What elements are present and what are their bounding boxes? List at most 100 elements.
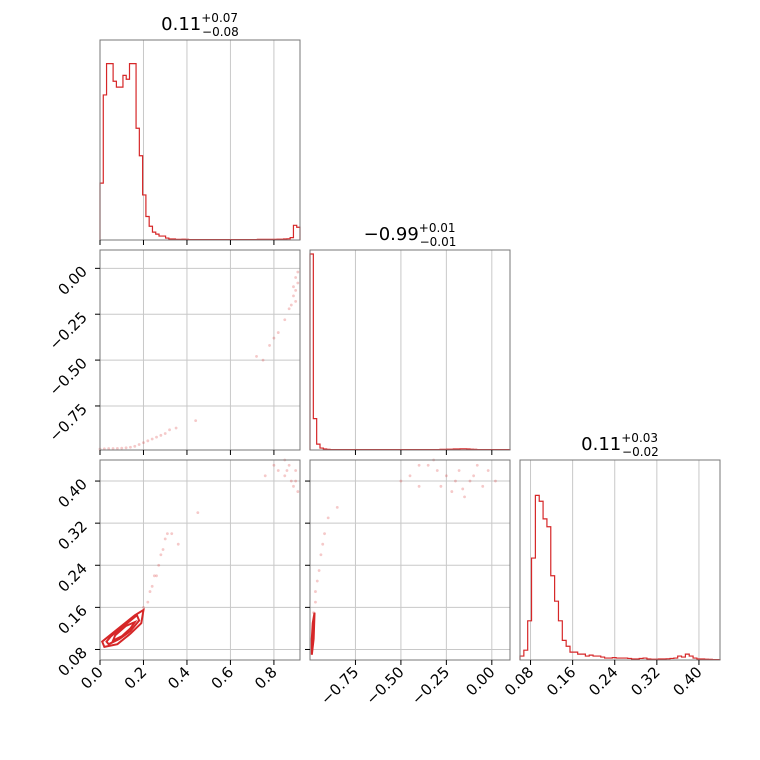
p1-p3-ytick-label: 0.24 bbox=[54, 559, 90, 595]
p1-p2-sample-point bbox=[102, 447, 106, 451]
p2-p3-sample-point bbox=[326, 516, 330, 520]
hist-3-title: 0.11+0.03 −0.02 bbox=[581, 431, 659, 459]
p1-p3-sample-point bbox=[155, 574, 158, 578]
p1-p3-sample-point bbox=[287, 463, 291, 467]
p2-p3-sample-point bbox=[486, 469, 490, 472]
p1-p2-sample-point bbox=[261, 358, 265, 362]
hist-1-title-value: 0.11 bbox=[161, 14, 201, 35]
p1-p3-sample-point bbox=[176, 542, 180, 546]
p1-p3-contour bbox=[111, 619, 138, 643]
p1-p3-xtick-label: 0.6 bbox=[208, 663, 238, 693]
hist-3-title-value: 0.11 bbox=[581, 434, 621, 455]
p2-p3-sample-point bbox=[435, 469, 439, 472]
p1-p3-xtick-label: 0.8 bbox=[251, 663, 281, 693]
p2-p3-sample-point bbox=[317, 569, 321, 572]
p1-p3-sample-point bbox=[283, 474, 287, 478]
p2-p3-xtick-label: 0.00 bbox=[462, 663, 498, 699]
p1-p2-sample-point bbox=[294, 276, 298, 279]
p1-p2-sample-point bbox=[268, 344, 271, 347]
p1-p3-sample-point bbox=[148, 590, 152, 593]
p1-p3-sample-point bbox=[159, 553, 163, 557]
p1-p2-sample-point bbox=[111, 447, 115, 450]
p2-p3-sample-point bbox=[335, 505, 339, 509]
p1-p3-sample-point bbox=[276, 469, 280, 472]
hist-3-title-minus: −0.02 bbox=[622, 445, 659, 459]
hist-2-title: −0.99+0.01 −0.01 bbox=[364, 221, 457, 249]
p1-p2-sample-point bbox=[289, 303, 293, 307]
hist-3-xtick-label: 0.24 bbox=[585, 663, 621, 699]
p2-p3-sample-point bbox=[417, 463, 421, 467]
p2-p3-sample-point bbox=[444, 474, 448, 478]
p1-p3-sample-point bbox=[289, 479, 293, 483]
p1-p2-sample-point bbox=[142, 441, 145, 445]
hist-1-frame bbox=[99, 39, 301, 241]
p2-p3-sample-point bbox=[321, 542, 325, 546]
p1-p2-sample-point bbox=[292, 285, 295, 289]
p1-p3-sample-point bbox=[263, 474, 267, 478]
p2-p3-sample-point bbox=[472, 474, 476, 478]
p1-p2-sample-point bbox=[124, 446, 128, 450]
p1-p3-sample-point bbox=[272, 463, 276, 467]
p1-p2-sample-point bbox=[155, 435, 158, 439]
p1-p2-frame bbox=[99, 249, 301, 451]
p1-p3-sample-point bbox=[163, 537, 167, 541]
p2-p3-sample-point bbox=[454, 479, 457, 483]
p2-p3-sample-point bbox=[457, 469, 461, 472]
p2-p3-sample-point bbox=[426, 463, 430, 467]
p1-p3-sample-point bbox=[170, 532, 174, 536]
p1-p3-sample-point bbox=[296, 490, 300, 493]
p1-p2-ytick-label: −0.25 bbox=[46, 308, 91, 353]
p1-p2-ytick-label: −0.75 bbox=[46, 400, 91, 445]
p2-p3-sample-point bbox=[408, 474, 412, 478]
p1-p2-sample-point bbox=[296, 281, 300, 285]
p1-p2-ytick-label: −0.50 bbox=[46, 354, 91, 399]
p1-p3-contour bbox=[100, 608, 145, 648]
p1-p3-sample-point bbox=[142, 605, 145, 609]
p2-p3-sample-point bbox=[463, 495, 466, 499]
p1-p3-xtick-label: 0.0 bbox=[77, 663, 107, 693]
p1-p2-sample-point bbox=[294, 299, 298, 303]
p1-p3-sample-point bbox=[292, 484, 295, 488]
p1-p3-sample-point bbox=[165, 532, 169, 536]
p2-p3-sample-point bbox=[319, 553, 323, 557]
p1-p3-ytick-label: 0.32 bbox=[54, 517, 90, 553]
p1-p2-sample-point bbox=[294, 288, 298, 292]
p2-p3-sample-point bbox=[494, 479, 497, 483]
p1-p2-sample-point bbox=[168, 428, 171, 432]
p1-p2-sample-point bbox=[174, 426, 178, 430]
p1-p2-sample-point bbox=[150, 437, 154, 441]
p1-p3-sample-point bbox=[196, 511, 200, 515]
p1-p3-sample-point bbox=[157, 563, 161, 567]
p2-p3-sample-point bbox=[417, 484, 421, 488]
hist-3-title-plus: +0.03 bbox=[621, 431, 658, 445]
p2-p3-frame bbox=[309, 459, 511, 661]
p1-p3-ytick-label: 0.16 bbox=[54, 601, 90, 637]
p2-p3-sample-point bbox=[468, 479, 472, 483]
hist-3-frame bbox=[519, 459, 721, 661]
p1-p3-sample-point bbox=[161, 548, 165, 551]
p2-p3-sample-point bbox=[461, 487, 465, 491]
p1-p2-sample-point bbox=[129, 445, 132, 449]
p2-p3-sample-point bbox=[481, 484, 485, 488]
hist-1-title-plus: +0.07 bbox=[201, 11, 238, 25]
hist-1-title: 0.11+0.07 −0.08 bbox=[161, 11, 239, 39]
p1-p3-sample-point bbox=[285, 469, 289, 472]
p2-p3-sample-point bbox=[315, 579, 319, 583]
hist-2-title-value: −0.99 bbox=[364, 224, 419, 245]
p1-p3-sample-point bbox=[294, 479, 298, 483]
hist-3-histogram-step bbox=[519, 494, 721, 661]
p1-p2-sample-point bbox=[292, 294, 295, 298]
p1-p2-sample-point bbox=[163, 432, 167, 435]
hist-2-histogram-step bbox=[309, 253, 511, 451]
p2-p3-sample-point bbox=[475, 463, 479, 467]
p1-p2-sample-point bbox=[296, 270, 300, 274]
p1-p3-sample-point bbox=[150, 584, 154, 588]
hist-2-title-plus: +0.01 bbox=[419, 221, 456, 235]
p1-p2-sample-point bbox=[133, 444, 137, 448]
p1-p3-frame bbox=[99, 459, 301, 661]
p1-p2-sample-point bbox=[120, 446, 124, 450]
hist-2-title-minus: −0.01 bbox=[420, 235, 457, 249]
hist-3-xtick-label: 0.16 bbox=[543, 663, 579, 699]
p2-p3-xtick-label: −0.25 bbox=[408, 663, 453, 708]
p2-p3-sample-point bbox=[399, 479, 403, 483]
